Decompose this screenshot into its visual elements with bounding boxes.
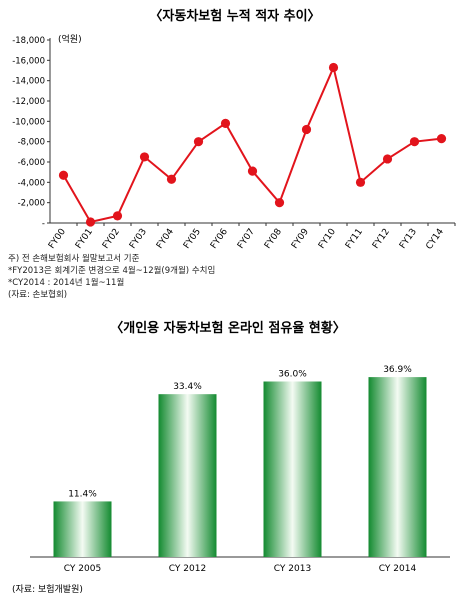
- x-tick-label: FY09: [290, 227, 311, 251]
- line-point: [436, 134, 447, 144]
- x-tick-label: FY02: [101, 227, 122, 251]
- y-tick-label: -: [42, 219, 45, 229]
- line-point: [139, 152, 150, 162]
- x-tick-label: FY08: [263, 227, 284, 251]
- line-chart-note-2: *FY2013은 회계기준 변경으로 4월~12월(9개월) 수치임: [8, 266, 216, 276]
- y-tick-label: -18,000: [12, 36, 45, 46]
- y-tick-label: -16,000: [12, 56, 45, 66]
- line-point: [85, 217, 96, 227]
- y-tick-label: -2,000: [18, 199, 45, 209]
- x-tick-label: FY11: [344, 227, 365, 251]
- line-point: [58, 170, 69, 180]
- x-tick-label: FY06: [209, 227, 230, 251]
- bar: [263, 381, 322, 557]
- x-tick-label: FY01: [74, 227, 95, 251]
- x-tick-label: FY00: [47, 227, 68, 251]
- line-point: [274, 198, 285, 208]
- line-series: [62, 64, 442, 224]
- y-tick-label: -10,000: [12, 117, 45, 127]
- bar: [158, 394, 217, 557]
- line-point: [193, 137, 204, 147]
- y-tick-label: -14,000: [12, 77, 45, 87]
- line-chart-source: (자료: 손보협회): [8, 290, 68, 300]
- bar-chart-source: (자료: 보험개발원): [12, 584, 83, 595]
- line-point: [220, 118, 231, 128]
- x-tick-label: FY05: [182, 227, 203, 251]
- bar: [53, 501, 112, 557]
- line-chart-note-3: *CY2014 : 2014년 1월~11월: [8, 278, 125, 288]
- bar-category-label: CY 2005: [64, 564, 101, 574]
- line-chart-note-1: 주) 전 손해보험회사 월말보고서 기준: [8, 254, 140, 264]
- bar-category-label: CY 2013: [274, 564, 311, 574]
- line-point: [355, 177, 366, 187]
- bar-value-label: 11.4%: [68, 489, 97, 499]
- x-tick-label: FY07: [236, 227, 257, 251]
- bar-chart-title: 〈개인용 자동차보험 온라인 점유율 현황〉: [110, 320, 345, 336]
- line-point: [247, 166, 258, 176]
- x-tick-label: FY12: [371, 227, 392, 251]
- bar: [368, 377, 427, 557]
- bar-category-label: CY 2014: [379, 564, 417, 574]
- line-point: [166, 174, 177, 184]
- line-point: [328, 62, 339, 73]
- line-point: [301, 124, 312, 135]
- x-tick-label: FY03: [128, 227, 149, 251]
- y-tick-label: -8,000: [18, 138, 45, 148]
- y-tick-label: -4,000: [18, 178, 45, 188]
- bar-value-label: 33.4%: [173, 382, 202, 392]
- line-point: [382, 154, 393, 164]
- y-tick-label: -6,000: [18, 158, 45, 168]
- x-tick-label: FY13: [398, 227, 419, 251]
- line-point: [112, 211, 123, 221]
- bar-value-label: 36.9%: [383, 365, 412, 375]
- x-tick-label: FY10: [317, 227, 338, 251]
- x-tick-label: FY04: [155, 227, 176, 251]
- line-chart-title: 〈자동차보험 누적 적자 추이〉: [149, 8, 320, 24]
- y-tick-label: -12,000: [12, 97, 45, 107]
- line-point: [409, 137, 420, 147]
- x-tick-label: CY14: [425, 227, 447, 252]
- bar-value-label: 36.0%: [278, 370, 307, 380]
- line-chart-unit-label: (억원): [58, 33, 82, 45]
- bar-category-label: CY 2012: [169, 564, 206, 574]
